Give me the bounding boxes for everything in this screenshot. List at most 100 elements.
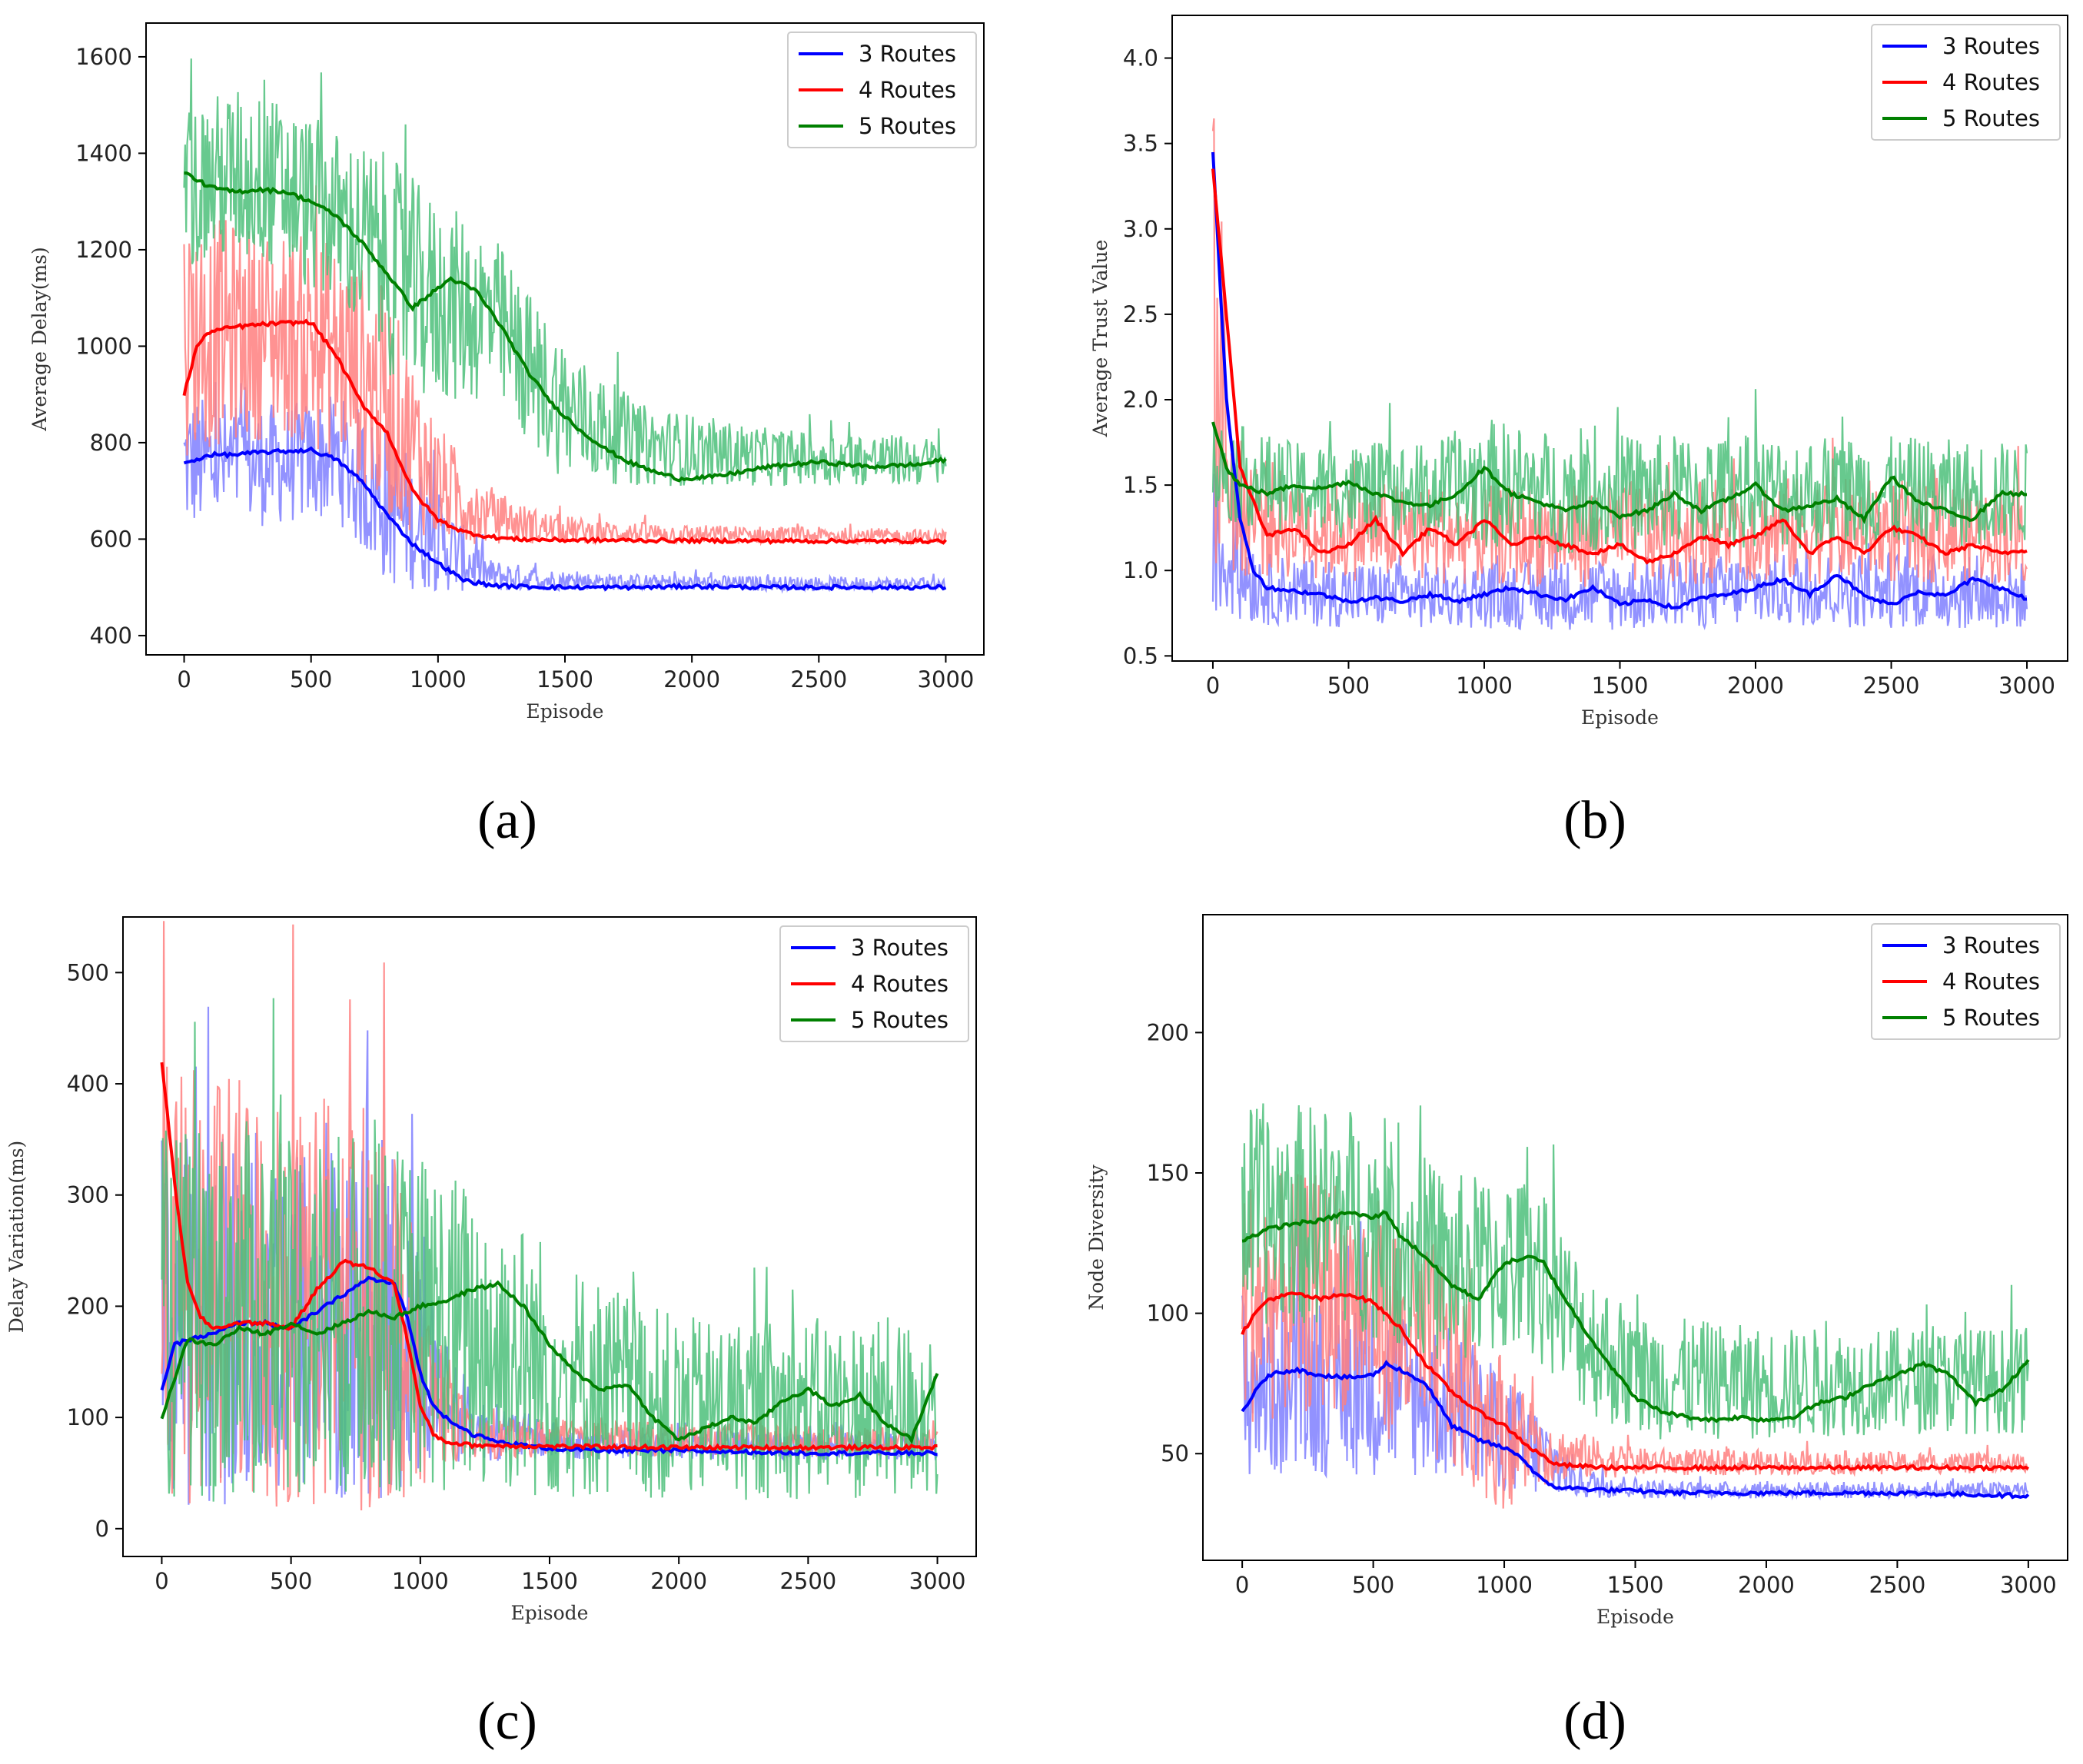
x-tick-label: 2500 [779, 1568, 836, 1594]
x-tick-label: 1500 [521, 1568, 578, 1594]
series-line-5-routes [184, 171, 947, 483]
y-tick-label: 3.0 [1123, 216, 1158, 242]
series-line-4-routes [1241, 1291, 2029, 1473]
series-noise-4-routes [1211, 118, 2028, 587]
y-tick-label: 1600 [75, 44, 132, 70]
x-tick-label: 500 [290, 666, 332, 693]
legend-label-3-routes: 3 Routes [1942, 33, 2040, 59]
y-tick-label: 50 [1161, 1440, 1189, 1467]
y-tick-label: 4.0 [1123, 45, 1158, 71]
y-tick-label: 400 [67, 1071, 109, 1097]
series-noise-5-routes [1211, 389, 2028, 553]
legend-label-3-routes: 3 Routes [859, 41, 956, 67]
legend-label-3-routes: 3 Routes [851, 935, 948, 961]
legend-label-4-routes: 4 Routes [1942, 968, 2040, 995]
x-tick-label: 0 [177, 666, 191, 693]
x-tick-label: 2000 [1738, 1572, 1795, 1598]
series-line-4-routes [160, 1061, 938, 1452]
panel-label: (a) [477, 791, 537, 850]
x-tick-label: 2500 [1869, 1572, 1926, 1598]
x-tick-label: 500 [1327, 673, 1370, 699]
legend-label-4-routes: 4 Routes [859, 77, 956, 103]
y-tick-label: 1.5 [1123, 472, 1158, 498]
x-tick-label: 500 [270, 1568, 312, 1594]
legend-label-5-routes: 5 Routes [859, 113, 956, 139]
series-line-5-routes [1241, 1210, 2030, 1423]
x-tick-label: 500 [1352, 1572, 1394, 1598]
y-tick-label: 1400 [75, 140, 132, 166]
series-noise-4-routes [183, 185, 947, 546]
x-axis-label: Episode [527, 700, 604, 723]
y-tick-label: 600 [90, 526, 132, 552]
y-tick-label: 300 [67, 1182, 109, 1208]
chart-a: 0 500 1000 1500 2000 2500 3000 400 600 800 1000 120… [28, 22, 985, 850]
x-tick-label: 1500 [1592, 673, 1649, 699]
legend-box [779, 925, 969, 1042]
x-tick-label: 1000 [410, 666, 467, 693]
x-tick-label: 3000 [2000, 1572, 2057, 1598]
legend-label-5-routes: 5 Routes [1942, 1005, 2040, 1031]
x-tick-label: 2500 [1863, 673, 1920, 699]
series-noise-5-routes [161, 998, 939, 1502]
legend: 3 Routes 4 Routes 5 Routes [1871, 923, 2061, 1040]
x-tick-label: 0 [1235, 1572, 1249, 1598]
y-tick-label: 200 [1147, 1019, 1189, 1045]
y-tick-label: 100 [1147, 1301, 1189, 1327]
y-tick-label: 0 [95, 1516, 109, 1542]
x-axis-label: Episode [1581, 706, 1659, 729]
series-line-4-routes [182, 318, 948, 546]
chart-c: 0 500 1000 1500 2000 2500 3000 0 100 200 300 400 500… [5, 916, 977, 1751]
x-tick-label: 2000 [663, 666, 720, 693]
y-tick-label: 200 [67, 1293, 109, 1319]
series-noise-5-routes [1241, 1103, 2029, 1440]
panel-label: (c) [477, 1692, 537, 1751]
x-tick-label: 1500 [537, 666, 593, 693]
legend-box [1871, 923, 2061, 1040]
chart-d: 0 500 1000 1500 2000 2500 3000 50 100 150 200 Episo… [1085, 914, 2068, 1751]
series-noise-3-routes [183, 382, 946, 594]
y-tick-label: 1.0 [1123, 557, 1158, 583]
y-tick-label: 2.0 [1123, 387, 1158, 413]
series-noise-3-routes [1241, 1221, 2029, 1501]
series-noise-3-routes [1211, 473, 2028, 631]
chart-b: 0 500 1000 1500 2000 2500 3000 0.5 1.0 1.5 2.0 2.5 3… [1089, 15, 2068, 850]
y-tick-label: 100 [67, 1404, 109, 1430]
y-tick-label: 3.5 [1123, 131, 1158, 157]
x-axis-label: Episode [1596, 1606, 1674, 1628]
y-axis-label: Delay Variation(ms) [5, 1141, 28, 1334]
x-tick-label: 2000 [1727, 673, 1784, 699]
y-tick-label: 150 [1147, 1160, 1189, 1186]
legend: 3 Routes 4 Routes 5 Routes [1871, 24, 2061, 141]
x-tick-label: 2500 [790, 666, 847, 693]
x-tick-label: 1000 [392, 1568, 449, 1594]
series-line-5-routes [1211, 421, 2028, 524]
legend-label-4-routes: 4 Routes [1942, 69, 2040, 95]
legend-label-4-routes: 4 Routes [851, 971, 948, 997]
series-line-3-routes [1211, 151, 2028, 610]
y-tick-label: 1000 [75, 333, 132, 359]
x-tick-label: 3000 [909, 1568, 966, 1594]
legend-label-5-routes: 5 Routes [851, 1007, 948, 1033]
y-axis-label: Average Trust Value [1089, 240, 1111, 438]
legend: 3 Routes 4 Routes 5 Routes [779, 925, 969, 1042]
panel-label: (d) [1563, 1692, 1626, 1751]
x-tick-label: 2000 [650, 1568, 707, 1594]
legend-box [1871, 24, 2061, 141]
series-line-3-routes [183, 446, 947, 592]
y-axis-label: Node Diversity [1085, 1164, 1108, 1310]
legend: 3 Routes 4 Routes 5 Routes [787, 32, 977, 148]
series-noise-5-routes [183, 58, 947, 487]
series-line-3-routes [1241, 1360, 2030, 1500]
x-tick-label: 1000 [1456, 673, 1513, 699]
y-tick-label: 800 [90, 430, 132, 456]
legend-label-5-routes: 5 Routes [1942, 105, 2040, 131]
x-axis-label: Episode [511, 1602, 589, 1624]
legend-label-3-routes: 3 Routes [1942, 932, 2040, 958]
y-tick-label: 500 [67, 959, 109, 985]
x-tick-label: 3000 [918, 666, 975, 693]
y-tick-label: 0.5 [1123, 643, 1158, 669]
panel-label: (b) [1563, 791, 1626, 850]
x-tick-label: 0 [1206, 673, 1220, 699]
y-tick-label: 400 [90, 623, 132, 649]
